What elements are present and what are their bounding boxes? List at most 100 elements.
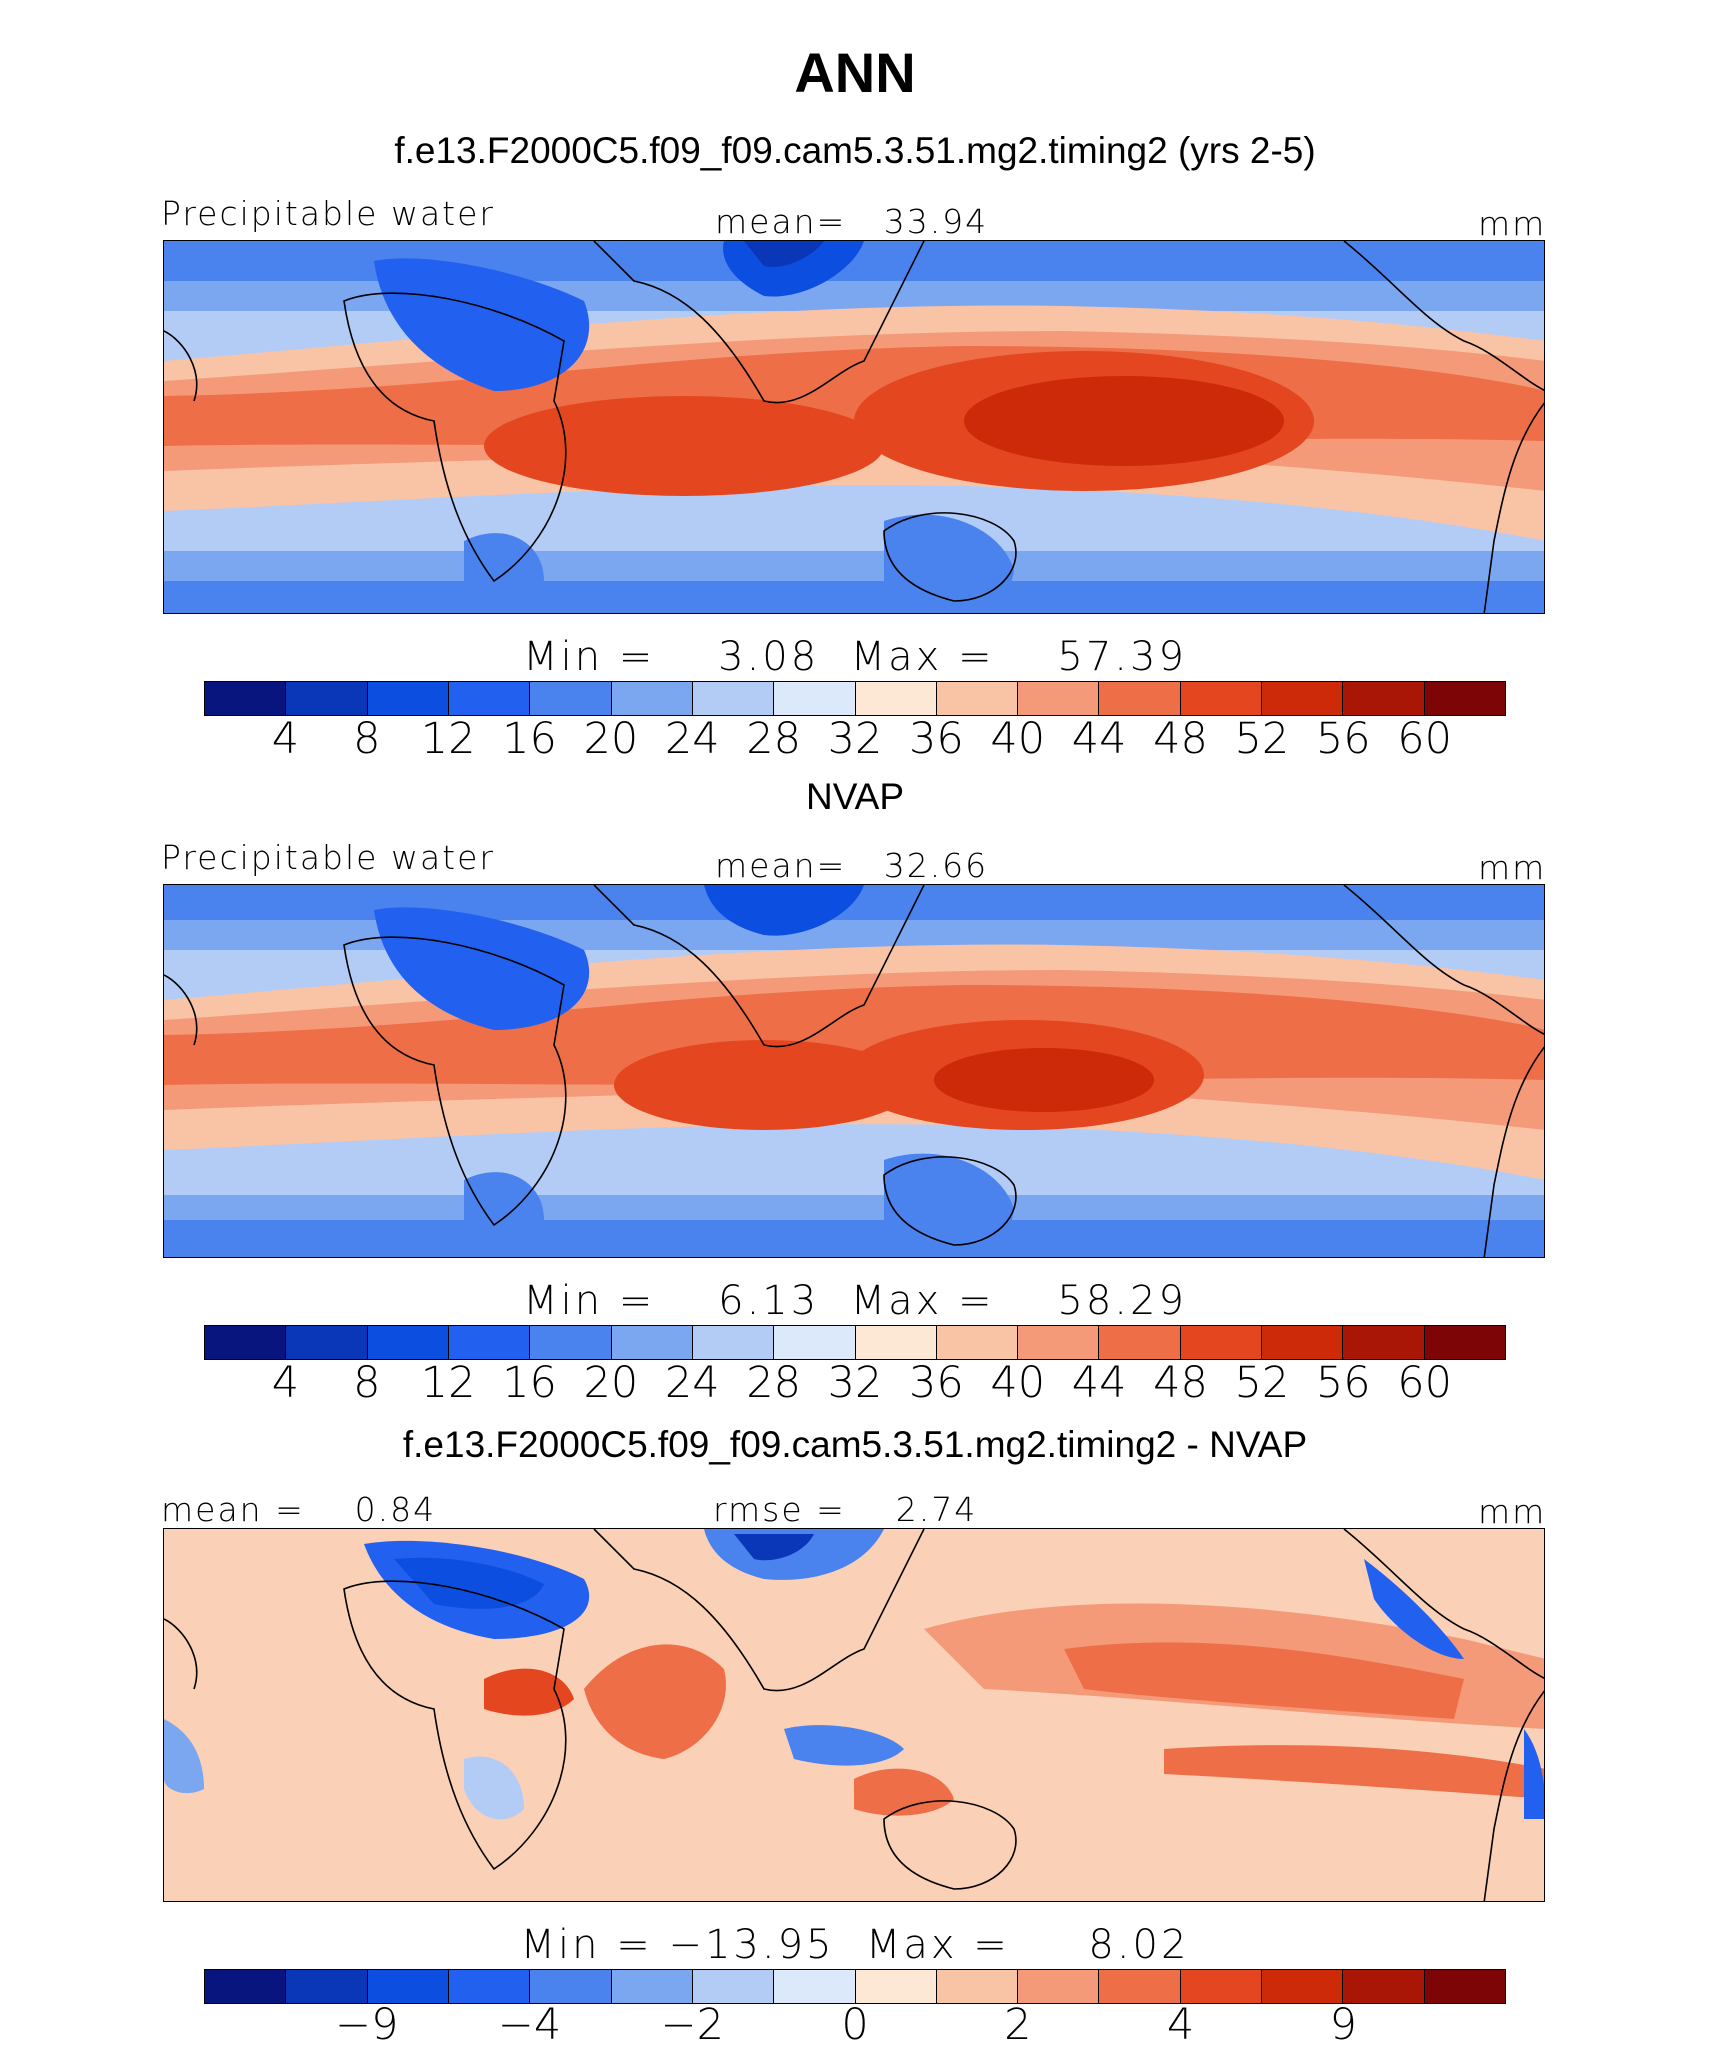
panel-2-title: NVAP	[805, 776, 904, 817]
panel-3-map	[163, 1528, 1545, 1902]
panel-3-rmse-label: rmse = 2.74	[713, 1490, 978, 1529]
colorbar-box	[1180, 1326, 1263, 1359]
colorbar-tick-label: −4	[497, 2000, 562, 2050]
colorbar-box	[1099, 682, 1181, 715]
panel-2-mean-label: mean= 32.66	[715, 846, 989, 885]
panel-1-mean-label: mean= 33.94	[715, 202, 989, 241]
colorbar-box	[1018, 1970, 1100, 2003]
colorbar-box	[1262, 1326, 1344, 1359]
colorbar-box	[286, 1326, 368, 1359]
colorbar-box	[774, 1970, 856, 2003]
colorbar-box	[1018, 682, 1100, 715]
colorbar-tick-label: 56	[1315, 1358, 1371, 1408]
colorbar-box	[611, 682, 693, 715]
colorbar-box	[530, 682, 612, 715]
panel-2-colorbar-ticks: 4 8 12 16 20 24 28 32 36 40 44 48 52 56 60	[204, 1358, 1506, 1408]
panel-1-variable-label: Precipitable water	[161, 194, 495, 233]
panel-3-colorbar-ticks: −9 −4 −2 0 2 4 9	[204, 2000, 1506, 2050]
colorbar-tick-label: 36	[909, 1358, 964, 1408]
panel-3-units-label: mm	[1478, 1492, 1547, 1531]
colorbar-box	[205, 1326, 287, 1359]
colorbar-box	[1262, 1970, 1344, 2003]
colorbar-box	[936, 1970, 1019, 2003]
colorbar-tick-label: 40	[990, 714, 1046, 764]
colorbar-box	[1018, 1326, 1100, 1359]
colorbar-box	[611, 1326, 693, 1359]
colorbar-box	[530, 1970, 612, 2003]
colorbar-tick-label: −2	[660, 2000, 724, 2050]
colorbar-box	[1424, 1970, 1505, 2003]
colorbar-tick-label: 12	[420, 714, 476, 764]
colorbar-box	[286, 1970, 368, 2003]
colorbar-box	[448, 1326, 531, 1359]
colorbar-tick-label: 16	[502, 1358, 557, 1408]
panel-2-contour-field	[164, 885, 1544, 1257]
colorbar-box	[774, 682, 856, 715]
panel-1-contour-field	[164, 241, 1544, 613]
colorbar-box	[936, 1326, 1019, 1359]
colorbar-tick-label: 4	[1166, 2000, 1195, 2050]
colorbar-box	[367, 1326, 449, 1359]
colorbar-tick-label: 16	[502, 714, 557, 764]
colorbar-box	[855, 682, 937, 715]
colorbar-tick-label: 36	[909, 714, 964, 764]
colorbar-tick-label: 44	[1071, 714, 1127, 764]
colorbar-box	[692, 682, 775, 715]
panel-1-min-max: Min = 3.08 Max = 57.39	[523, 634, 1187, 680]
colorbar-box	[448, 1970, 531, 2003]
colorbar-box	[692, 1970, 775, 2003]
panel-3-min-max: Min = −13.95 Max = 8.02	[520, 1922, 1190, 1968]
colorbar-box	[1099, 1970, 1181, 2003]
panel-2-map	[163, 884, 1545, 1258]
colorbar-tick-label: 40	[990, 1358, 1046, 1408]
panel-3-colorbar	[204, 1969, 1506, 2004]
panel-1-map	[163, 240, 1545, 614]
colorbar-tick-label: 60	[1397, 714, 1452, 764]
colorbar-tick-label: 52	[1234, 714, 1290, 764]
panel-2-units-label: mm	[1478, 848, 1547, 887]
colorbar-tick-label: 44	[1071, 1358, 1127, 1408]
panel-2-min-max: Min = 6.13 Max = 58.29	[523, 1278, 1187, 1324]
colorbar-tick-label: 24	[664, 1358, 720, 1408]
colorbar-tick-label: −9	[335, 2000, 399, 2050]
colorbar-tick-label: 20	[583, 1358, 639, 1408]
colorbar-tick-label: 12	[420, 1358, 476, 1408]
colorbar-box	[530, 1326, 612, 1359]
panel-2-colorbar	[204, 1325, 1506, 1360]
colorbar-box	[692, 1326, 775, 1359]
colorbar-box	[611, 1970, 693, 2003]
colorbar-tick-label: 28	[746, 714, 801, 764]
panel-1-units-label: mm	[1478, 204, 1547, 243]
colorbar-box	[1343, 1970, 1425, 2003]
colorbar-tick-label: 0	[841, 2000, 869, 2050]
colorbar-box	[286, 682, 368, 715]
colorbar-box	[205, 1970, 287, 2003]
colorbar-tick-label: 20	[583, 714, 639, 764]
colorbar-box	[855, 1326, 937, 1359]
colorbar-tick-label: 24	[664, 714, 720, 764]
colorbar-box	[1424, 682, 1505, 715]
colorbar-box	[367, 682, 449, 715]
colorbar-tick-label: 60	[1397, 1358, 1452, 1408]
colorbar-tick-label: 32	[827, 714, 883, 764]
colorbar-tick-label: 48	[1153, 1358, 1208, 1408]
colorbar-tick-label: 4	[271, 1358, 300, 1408]
colorbar-box	[1424, 1326, 1505, 1359]
colorbar-tick-label: 4	[271, 714, 300, 764]
colorbar-box	[855, 1970, 937, 2003]
panel-3-mean-label: mean = 0.84	[161, 1490, 437, 1529]
colorbar-box	[1343, 682, 1425, 715]
colorbar-box	[448, 682, 531, 715]
colorbar-box	[1343, 1326, 1425, 1359]
colorbar-box	[936, 682, 1019, 715]
colorbar-box	[1099, 1326, 1181, 1359]
colorbar-box	[367, 1970, 449, 2003]
colorbar-tick-label: 8	[353, 714, 381, 764]
colorbar-box	[774, 1326, 856, 1359]
panel-1-title: f.e13.F2000C5.f09_f09.cam5.3.51.mg2.timi…	[394, 130, 1316, 171]
colorbar-tick-label: 52	[1234, 1358, 1290, 1408]
panel-2-variable-label: Precipitable water	[161, 838, 495, 877]
colorbar-tick-label: 8	[353, 1358, 381, 1408]
colorbar-box	[1262, 682, 1344, 715]
colorbar-tick-label: 28	[746, 1358, 801, 1408]
